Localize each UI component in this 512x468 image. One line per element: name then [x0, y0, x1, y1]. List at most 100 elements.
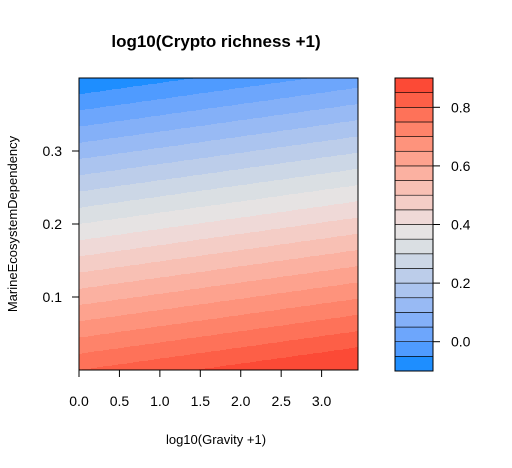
contour-cell [337, 81, 341, 83]
contour-cell [322, 94, 326, 96]
contour-cell [79, 86, 83, 88]
contour-cell [151, 89, 155, 91]
contour-cell [331, 95, 335, 97]
contour-cell [217, 86, 221, 88]
contour-cell [202, 84, 206, 86]
contour-cell [103, 78, 107, 80]
contour-cell [148, 88, 152, 90]
contour-cell [352, 81, 356, 83]
contour-cell [292, 79, 296, 81]
contour-cell [79, 80, 83, 82]
contour-cell [289, 92, 293, 94]
contour-cell [178, 93, 182, 95]
contour-cell [166, 80, 170, 82]
contour-cell [271, 89, 275, 91]
contour-cell [82, 89, 86, 91]
contour-cell [301, 92, 305, 94]
contour-cell [91, 96, 95, 98]
contour-cell [241, 88, 245, 90]
contour-cell [340, 81, 344, 83]
contour-cell [319, 79, 323, 81]
contour-cell [304, 97, 308, 99]
contour-cell [160, 97, 164, 99]
contour-cell [97, 93, 101, 95]
contour-cell [163, 95, 167, 97]
contour-cell [124, 92, 128, 94]
contour-cell [280, 87, 284, 89]
contour-cell [196, 99, 200, 101]
contour-cell [100, 94, 104, 96]
contour-cell [121, 99, 125, 101]
contour-cell [235, 94, 239, 96]
contour-cell [133, 91, 137, 93]
contour-cell [268, 82, 272, 84]
contour-cell [253, 87, 257, 89]
contour-cell [334, 84, 338, 86]
contour-cell [343, 82, 347, 84]
contour-cell [214, 95, 218, 97]
contour-cell [79, 89, 83, 91]
contour-cell [307, 79, 311, 81]
contour-cell [319, 92, 323, 94]
contour-cell [334, 86, 338, 88]
contour-cell [343, 86, 347, 88]
contour-cell [262, 94, 266, 96]
contour-cell [205, 81, 209, 83]
contour-cell [250, 86, 254, 88]
contour-cell [289, 85, 293, 87]
contour-cell [244, 78, 248, 80]
contour-cell [346, 78, 350, 80]
contour-cell [100, 90, 104, 92]
contour-cell [280, 89, 284, 91]
contour-cell [241, 96, 245, 98]
contour-cell [352, 94, 356, 96]
contour-cell [184, 93, 188, 95]
contour-cell [214, 88, 218, 90]
contour-cell [274, 95, 278, 97]
contour-cell [313, 90, 317, 92]
contour-cell [343, 90, 347, 92]
contour-cell [124, 98, 128, 100]
contour-cell [226, 80, 230, 82]
contour-cell [295, 94, 299, 96]
contour-cell [316, 84, 320, 86]
contour-cell [148, 90, 152, 92]
contour-cell [274, 78, 278, 80]
contour-cell [250, 88, 254, 90]
contour-cell [205, 83, 209, 85]
contour-cell [301, 83, 305, 85]
contour-cell [259, 91, 263, 93]
contour-cell [148, 89, 152, 91]
contour-cell [136, 84, 140, 86]
contour-cell [313, 92, 317, 94]
contour-cell [91, 83, 95, 85]
contour-cell [151, 90, 155, 92]
contour-cell [304, 99, 308, 101]
contour-cell [331, 91, 335, 93]
contour-cell [226, 99, 230, 101]
contour-cell [295, 92, 299, 94]
contour-cell [121, 90, 125, 92]
contour-cell [328, 87, 332, 89]
contour-cell [127, 80, 131, 82]
contour-cell [85, 84, 89, 86]
contour-cell [235, 89, 239, 91]
contour-cell [265, 98, 269, 100]
contour-cell [298, 92, 302, 94]
contour-cell [208, 85, 212, 87]
contour-cell [214, 79, 218, 81]
contour-cell [148, 87, 152, 89]
contour-cell [148, 86, 152, 88]
contour-cell [235, 80, 239, 82]
contour-cell [199, 98, 203, 100]
contour-cell [280, 86, 284, 88]
contour-cell [109, 78, 113, 80]
contour-cell [151, 96, 155, 98]
contour-cell [184, 82, 188, 84]
contour-cell [94, 97, 98, 99]
contour-cell [91, 87, 95, 89]
contour-cell [85, 78, 89, 80]
contour-cell [334, 82, 338, 84]
contour-cell [337, 80, 341, 82]
contour-cell [328, 98, 332, 100]
